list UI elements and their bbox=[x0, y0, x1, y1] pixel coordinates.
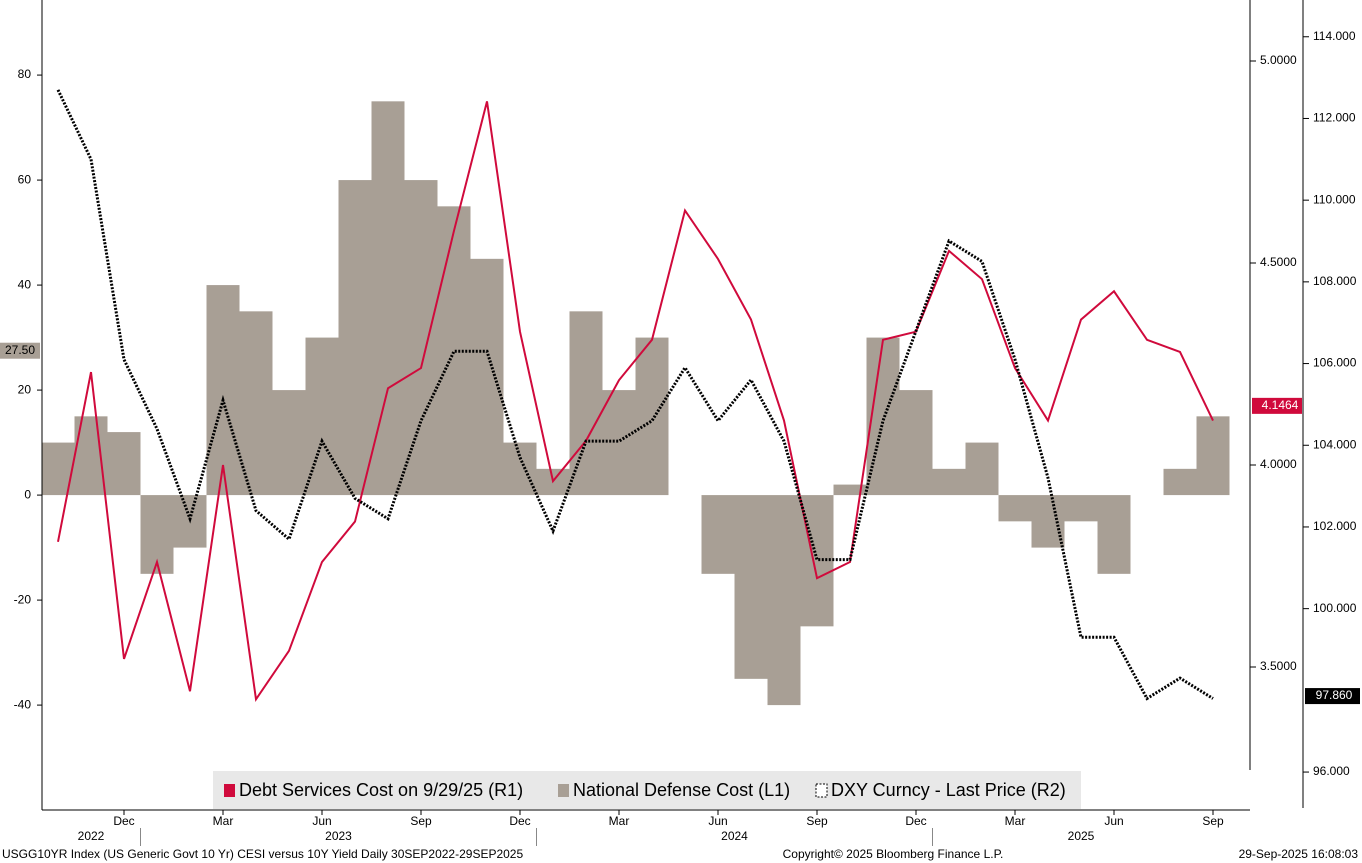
bar bbox=[899, 390, 933, 496]
bar bbox=[1163, 468, 1197, 496]
last-value-label: 97.860 bbox=[1316, 688, 1353, 702]
y-tick-label: 20 bbox=[18, 382, 32, 396]
bar bbox=[998, 495, 1032, 522]
x-tick-label: Dec bbox=[905, 814, 926, 828]
footer-left: USGG10YR Index (US Generic Govt 10 Yr) C… bbox=[2, 847, 523, 861]
bar bbox=[338, 180, 372, 496]
bar bbox=[503, 442, 537, 496]
bar bbox=[305, 337, 339, 496]
x-tick-label: Sep bbox=[410, 814, 432, 828]
last-value-tag bbox=[1252, 397, 1302, 414]
bar bbox=[833, 484, 867, 496]
y2-tick-label: 5.0000 bbox=[1260, 53, 1297, 67]
footer-right: 29-Sep-2025 16:08:03 bbox=[1239, 847, 1359, 861]
y-tick-label: -20 bbox=[14, 592, 32, 606]
bar bbox=[734, 495, 768, 679]
bar bbox=[767, 495, 801, 706]
x-tick-label: Dec bbox=[509, 814, 530, 828]
y2-tick-label: 4.0000 bbox=[1260, 457, 1297, 471]
y2-tick-label: 3.5000 bbox=[1260, 659, 1297, 673]
bar bbox=[701, 495, 735, 574]
bar bbox=[1064, 495, 1098, 522]
x-tick-label: Sep bbox=[806, 814, 828, 828]
bar bbox=[107, 432, 141, 496]
x-tick-label: Mar bbox=[1005, 814, 1026, 828]
bar bbox=[965, 442, 999, 496]
bar bbox=[404, 180, 438, 496]
legend-swatch bbox=[815, 783, 828, 798]
x-tick-label: Sep bbox=[1202, 814, 1224, 828]
bar bbox=[437, 206, 471, 496]
y3-tick-label: 110.000 bbox=[1313, 192, 1356, 206]
bar bbox=[1097, 495, 1131, 574]
x-tick-label: Jun bbox=[312, 814, 331, 828]
bar bbox=[569, 311, 603, 496]
y-tick-label: -40 bbox=[14, 697, 32, 711]
x-tick-label: Jun bbox=[708, 814, 727, 828]
bar bbox=[206, 285, 240, 496]
bar bbox=[1196, 416, 1230, 496]
x-year-label: 2025 bbox=[1068, 829, 1095, 843]
bar bbox=[1031, 495, 1065, 548]
y-tick-label: 80 bbox=[18, 67, 32, 81]
x-tick-label: Mar bbox=[213, 814, 234, 828]
x-tick-label: Dec bbox=[113, 814, 134, 828]
y3-tick-label: 104.000 bbox=[1313, 437, 1357, 451]
legend-label: DXY Curncy - Last Price (R2) bbox=[831, 780, 1066, 800]
legend-label: National Defense Cost (L1) bbox=[573, 780, 790, 800]
bar bbox=[470, 258, 504, 496]
bar bbox=[272, 390, 306, 496]
plot bbox=[41, 89, 1230, 706]
legend-label: Debt Services Cost on 9/29/25 (R1) bbox=[239, 780, 523, 800]
x-tick-label: Mar bbox=[609, 814, 630, 828]
y3-tick-label: 114.000 bbox=[1313, 29, 1356, 43]
bar bbox=[602, 390, 636, 496]
x-year-label: 2023 bbox=[325, 829, 352, 843]
last-value-label: 27.50 bbox=[5, 343, 35, 357]
bar bbox=[932, 468, 966, 496]
bar bbox=[635, 337, 669, 496]
y3-tick-label: 100.000 bbox=[1313, 601, 1357, 615]
y3-tick-label: 106.000 bbox=[1313, 356, 1357, 370]
y2-tick-label: 4.5000 bbox=[1260, 255, 1297, 269]
legend-box bbox=[213, 771, 1081, 809]
footer-center: Copyright© 2025 Bloomberg Finance L.P. bbox=[783, 847, 1004, 861]
last-value-tag bbox=[1305, 688, 1360, 705]
y-tick-label: 40 bbox=[18, 277, 32, 291]
x-year-label: 2024 bbox=[721, 829, 748, 843]
y-tick-label: 60 bbox=[18, 172, 32, 186]
last-value-label: 4.1464 bbox=[1262, 398, 1299, 412]
x-tick-label: Jun bbox=[1104, 814, 1123, 828]
legend-swatch bbox=[224, 784, 235, 797]
y3-tick-label: 96.000 bbox=[1313, 764, 1350, 778]
y3-tick-label: 108.000 bbox=[1313, 274, 1357, 288]
bar bbox=[239, 311, 273, 496]
dotted-line bbox=[56, 89, 1214, 701]
y-tick-label: 0 bbox=[24, 487, 31, 501]
y3-tick-label: 102.000 bbox=[1313, 519, 1357, 533]
last-value-tag bbox=[0, 342, 40, 359]
legend-swatch bbox=[558, 784, 569, 797]
x-year-label: 2022 bbox=[78, 829, 105, 843]
y3-tick-label: 112.000 bbox=[1313, 111, 1356, 125]
